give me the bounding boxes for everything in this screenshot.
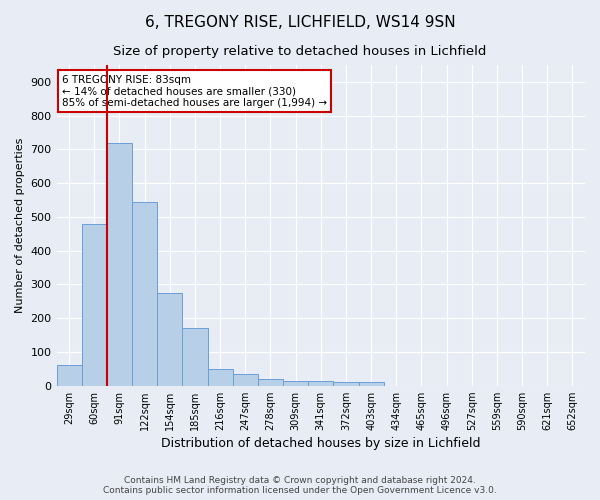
X-axis label: Distribution of detached houses by size in Lichfield: Distribution of detached houses by size …: [161, 437, 481, 450]
Text: 6, TREGONY RISE, LICHFIELD, WS14 9SN: 6, TREGONY RISE, LICHFIELD, WS14 9SN: [145, 15, 455, 30]
Bar: [182, 328, 208, 386]
Text: Size of property relative to detached houses in Lichfield: Size of property relative to detached ho…: [113, 45, 487, 58]
Y-axis label: Number of detached properties: Number of detached properties: [15, 138, 25, 313]
Bar: [208, 369, 233, 386]
Bar: [283, 380, 308, 386]
Bar: [233, 374, 258, 386]
Bar: [334, 382, 359, 386]
Bar: [56, 366, 82, 386]
Bar: [157, 293, 182, 386]
Text: 6 TREGONY RISE: 83sqm
← 14% of detached houses are smaller (330)
85% of semi-det: 6 TREGONY RISE: 83sqm ← 14% of detached …: [62, 74, 327, 108]
Bar: [132, 202, 157, 386]
Bar: [258, 379, 283, 386]
Text: Contains HM Land Registry data © Crown copyright and database right 2024.
Contai: Contains HM Land Registry data © Crown c…: [103, 476, 497, 495]
Bar: [82, 224, 107, 386]
Bar: [107, 142, 132, 386]
Bar: [308, 380, 334, 386]
Bar: [359, 382, 383, 386]
